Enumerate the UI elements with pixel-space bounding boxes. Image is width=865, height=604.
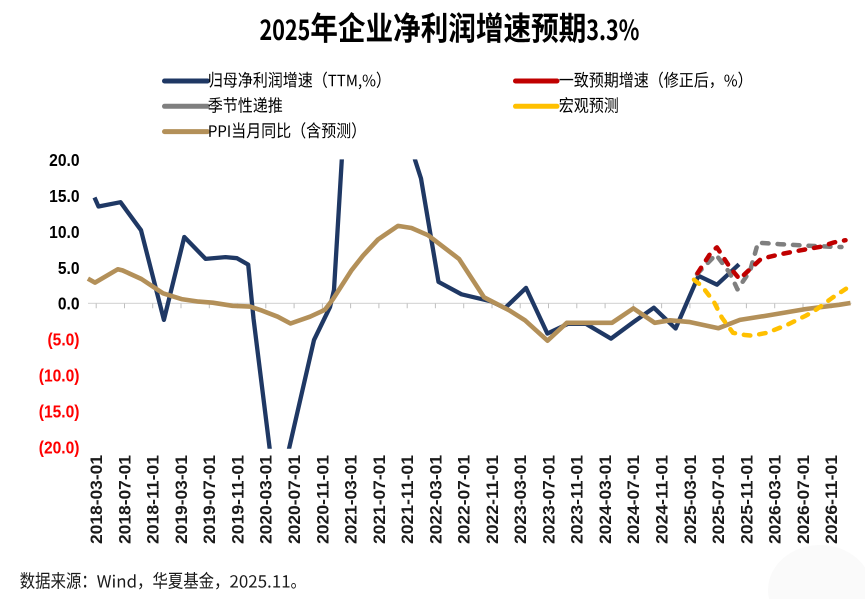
- svg-text:2023-11-01: 2023-11-01: [569, 455, 587, 544]
- svg-text:2024-11-01: 2024-11-01: [654, 455, 672, 544]
- svg-text:2022-03-01: 2022-03-01: [427, 455, 445, 544]
- svg-text:15.0: 15.0: [49, 186, 79, 206]
- svg-text:2025-11-01: 2025-11-01: [738, 455, 756, 544]
- svg-text:2018-07-01: 2018-07-01: [116, 455, 134, 544]
- svg-text:2022-11-01: 2022-11-01: [484, 455, 502, 544]
- svg-text:2023-03-01: 2023-03-01: [512, 455, 530, 544]
- svg-text:5.0: 5.0: [58, 258, 80, 278]
- svg-text:20.0: 20.0: [49, 150, 79, 170]
- svg-text:2024-03-01: 2024-03-01: [597, 455, 615, 544]
- svg-text:2021-11-01: 2021-11-01: [399, 455, 417, 544]
- svg-text:2018-11-01: 2018-11-01: [145, 455, 163, 544]
- svg-text:2022-07-01: 2022-07-01: [456, 455, 474, 544]
- svg-text:2026-07-01: 2026-07-01: [795, 455, 813, 544]
- svg-text:2021-07-01: 2021-07-01: [371, 455, 389, 544]
- svg-text:(5.0): (5.0): [47, 330, 79, 350]
- svg-text:0.0: 0.0: [58, 294, 80, 314]
- svg-text:2021-03-01: 2021-03-01: [343, 455, 361, 544]
- svg-text:10.0: 10.0: [49, 222, 79, 242]
- svg-text:2025-07-01: 2025-07-01: [710, 455, 728, 544]
- svg-text:2020-07-01: 2020-07-01: [286, 455, 304, 544]
- svg-text:(20.0): (20.0): [39, 437, 80, 457]
- svg-text:2026-03-01: 2026-03-01: [767, 455, 785, 544]
- svg-text:2026-11-01: 2026-11-01: [823, 455, 841, 544]
- svg-text:2024-07-01: 2024-07-01: [625, 455, 643, 544]
- svg-text:(10.0): (10.0): [39, 366, 80, 386]
- svg-text:2023-07-01: 2023-07-01: [540, 455, 558, 544]
- svg-text:2019-07-01: 2019-07-01: [201, 455, 219, 544]
- svg-text:2025-03-01: 2025-03-01: [682, 455, 700, 544]
- svg-text:2020-03-01: 2020-03-01: [258, 455, 276, 544]
- svg-text:2018-03-01: 2018-03-01: [88, 455, 106, 544]
- svg-text:2019-03-01: 2019-03-01: [173, 455, 191, 544]
- svg-text:(15.0): (15.0): [39, 402, 80, 422]
- svg-text:2020-11-01: 2020-11-01: [314, 455, 332, 544]
- svg-text:2019-11-01: 2019-11-01: [230, 455, 248, 544]
